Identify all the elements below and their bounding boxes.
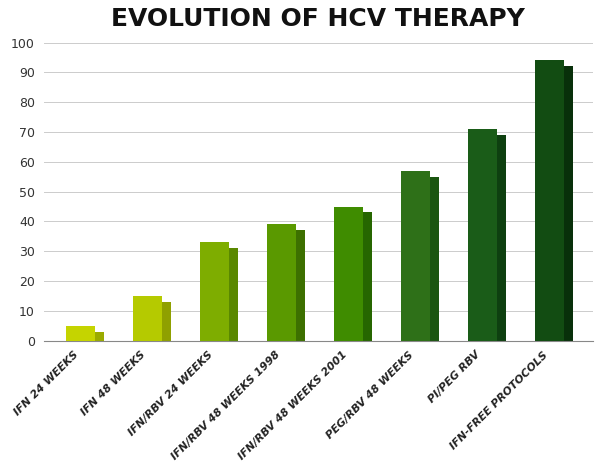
- Bar: [476, 135, 506, 340]
- Bar: [74, 332, 104, 340]
- Bar: [66, 325, 95, 340]
- Bar: [267, 224, 296, 340]
- Bar: [200, 242, 229, 340]
- Bar: [133, 296, 163, 340]
- Bar: [468, 129, 497, 340]
- Bar: [209, 248, 238, 340]
- Bar: [334, 206, 364, 340]
- Bar: [142, 302, 171, 340]
- Bar: [535, 61, 565, 340]
- Title: EVOLUTION OF HCV THERAPY: EVOLUTION OF HCV THERAPY: [112, 7, 526, 31]
- Bar: [409, 177, 439, 340]
- Bar: [401, 171, 430, 340]
- Bar: [275, 230, 305, 340]
- Bar: [544, 67, 573, 340]
- Bar: [343, 212, 372, 340]
